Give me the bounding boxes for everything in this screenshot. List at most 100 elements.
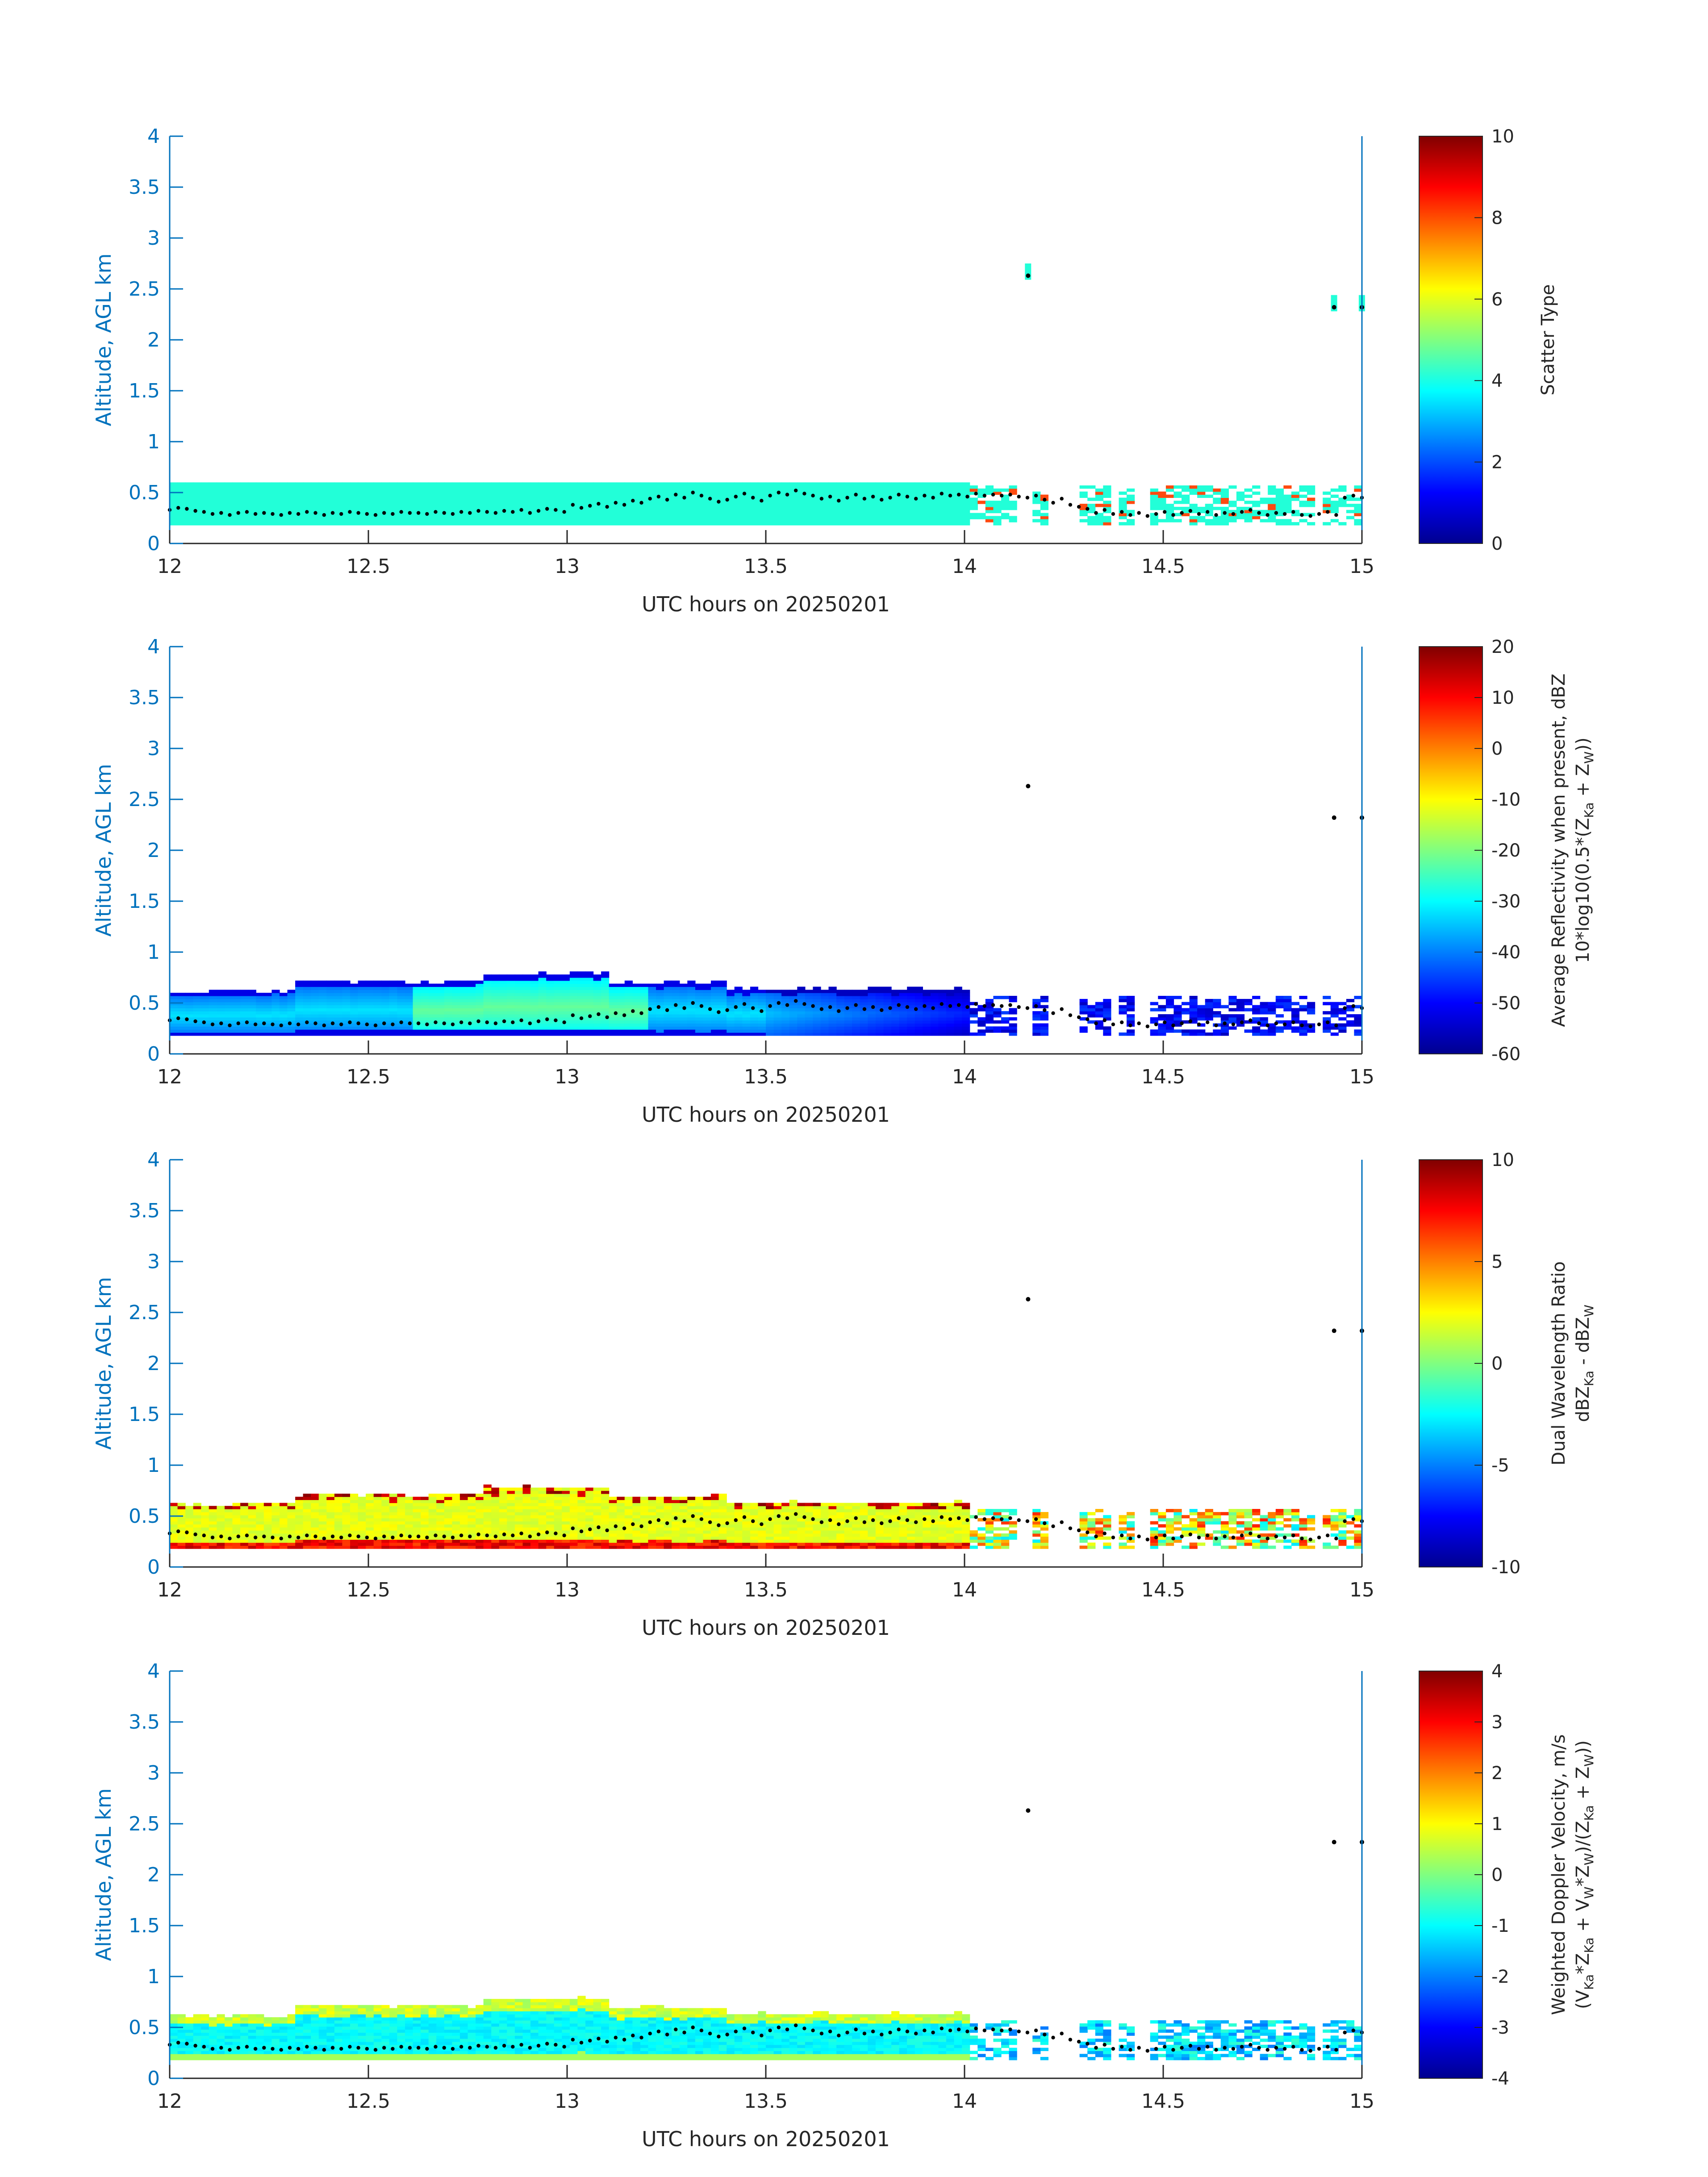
heatmap-cell bbox=[421, 993, 429, 996]
heatmap-cell bbox=[514, 1491, 523, 1494]
heatmap-cell bbox=[185, 510, 194, 514]
heatmap-cell bbox=[209, 1008, 217, 1011]
heatmap-cell bbox=[295, 999, 304, 1003]
heatmap-cell bbox=[185, 1026, 194, 1030]
heatmap-cell bbox=[664, 1032, 672, 1036]
heatmap-cell bbox=[569, 482, 578, 486]
heatmap-cell bbox=[209, 519, 217, 522]
heatmap-cell bbox=[585, 482, 594, 486]
heatmap-cell bbox=[1189, 504, 1198, 507]
heatmap-cell bbox=[170, 1005, 178, 1008]
heatmap-cell bbox=[507, 1002, 515, 1006]
heatmap-cell bbox=[225, 1032, 233, 1036]
heatmap-cell bbox=[413, 522, 421, 526]
heatmap-cell bbox=[1197, 510, 1206, 514]
heatmap-cell bbox=[177, 1008, 186, 1011]
heatmap-cell bbox=[860, 506, 868, 510]
heatmap-cell bbox=[295, 497, 304, 501]
heatmap-cell bbox=[593, 1005, 601, 1008]
heatmap-cell bbox=[177, 1023, 186, 1027]
heatmap-cell bbox=[1268, 497, 1276, 501]
heatmap-cell bbox=[271, 1533, 280, 1537]
heatmap-cell bbox=[1095, 1008, 1103, 1011]
heatmap-cell bbox=[413, 1509, 421, 1513]
heatmap-cell bbox=[852, 497, 860, 501]
heatmap-cell bbox=[530, 1011, 539, 1015]
heatmap-cell bbox=[295, 506, 304, 510]
heatmap-cell bbox=[240, 1005, 249, 1008]
cloud-base-dot bbox=[914, 1007, 918, 1011]
heatmap-cell bbox=[201, 1536, 209, 1540]
heatmap-cell bbox=[805, 999, 813, 1003]
heatmap-cell bbox=[217, 1014, 225, 1018]
heatmap-cell bbox=[1189, 510, 1198, 514]
heatmap-cell bbox=[185, 522, 194, 526]
heatmap-cell bbox=[373, 1020, 382, 1024]
cloud-base-dot bbox=[923, 493, 927, 498]
heatmap-cell bbox=[381, 1518, 390, 1521]
heatmap-cell bbox=[326, 506, 335, 510]
heatmap-cell bbox=[1040, 513, 1048, 516]
heatmap-cell bbox=[1338, 1023, 1347, 1027]
heatmap-cell bbox=[530, 506, 539, 510]
heatmap-cell bbox=[569, 522, 578, 526]
heatmap-cell bbox=[695, 1005, 704, 1008]
heatmap-cell bbox=[318, 519, 327, 522]
heatmap-cell bbox=[256, 504, 264, 507]
heatmap-cell bbox=[773, 1032, 782, 1036]
cloud-base-dot bbox=[271, 1022, 275, 1027]
heatmap-cell bbox=[476, 506, 484, 510]
heatmap-cell bbox=[303, 993, 311, 996]
heatmap-cell bbox=[554, 501, 562, 504]
heatmap-cell bbox=[507, 999, 515, 1003]
heatmap-cell bbox=[664, 996, 672, 999]
heatmap-cell bbox=[742, 482, 751, 486]
heatmap-cell bbox=[1009, 516, 1017, 519]
heatmap-cell bbox=[1330, 519, 1339, 522]
heatmap-cell bbox=[601, 971, 610, 975]
heatmap-cell bbox=[217, 1530, 225, 1534]
heatmap-cell bbox=[366, 516, 374, 519]
heatmap-cell bbox=[507, 1005, 515, 1008]
colorbar-tick-label: -30 bbox=[1491, 891, 1520, 912]
heatmap-cell bbox=[405, 1032, 413, 1036]
heatmap-cell bbox=[577, 1008, 586, 1011]
heatmap-cell bbox=[569, 513, 578, 516]
heatmap-cell bbox=[326, 491, 335, 495]
heatmap-cell bbox=[358, 485, 366, 489]
heatmap-cell bbox=[915, 1005, 923, 1008]
heatmap-cell bbox=[459, 1026, 468, 1030]
heatmap-cell bbox=[624, 1011, 633, 1015]
heatmap-cell bbox=[836, 999, 845, 1003]
heatmap-cell bbox=[750, 1020, 759, 1024]
cloud-base-dot bbox=[219, 511, 223, 515]
heatmap-cell bbox=[923, 993, 931, 996]
heatmap-cell bbox=[483, 1491, 492, 1494]
heatmap-cell bbox=[311, 1008, 319, 1011]
heatmap-cell bbox=[459, 1518, 468, 1521]
heatmap-cell bbox=[789, 1002, 798, 1006]
cloud-base-dot bbox=[725, 1008, 729, 1012]
heatmap-cell bbox=[507, 1488, 515, 1491]
heatmap-cell bbox=[617, 1017, 625, 1021]
cloud-base-dot bbox=[948, 1004, 952, 1008]
heatmap-cell bbox=[656, 501, 664, 504]
y-tick-label: 0.5 bbox=[129, 481, 160, 504]
heatmap-cell bbox=[773, 1005, 782, 1008]
heatmap-cell bbox=[766, 1008, 774, 1011]
heatmap-cell bbox=[530, 978, 539, 981]
heatmap-cell bbox=[530, 1023, 539, 1027]
heatmap-cell bbox=[727, 1020, 735, 1024]
heatmap-cell bbox=[648, 990, 656, 993]
heatmap-cell bbox=[279, 1026, 288, 1030]
heatmap-cell bbox=[703, 522, 711, 526]
heatmap-cell bbox=[499, 1539, 507, 1543]
cloud-base-dot bbox=[1257, 1021, 1261, 1025]
heatmap-cell bbox=[1268, 504, 1276, 507]
heatmap-cell bbox=[428, 1005, 437, 1008]
heatmap-cell bbox=[381, 1493, 390, 1497]
heatmap-cell bbox=[295, 1515, 304, 1519]
heatmap-cell bbox=[656, 506, 664, 510]
heatmap-cell bbox=[232, 494, 241, 498]
cloud-base-dot bbox=[356, 511, 360, 515]
